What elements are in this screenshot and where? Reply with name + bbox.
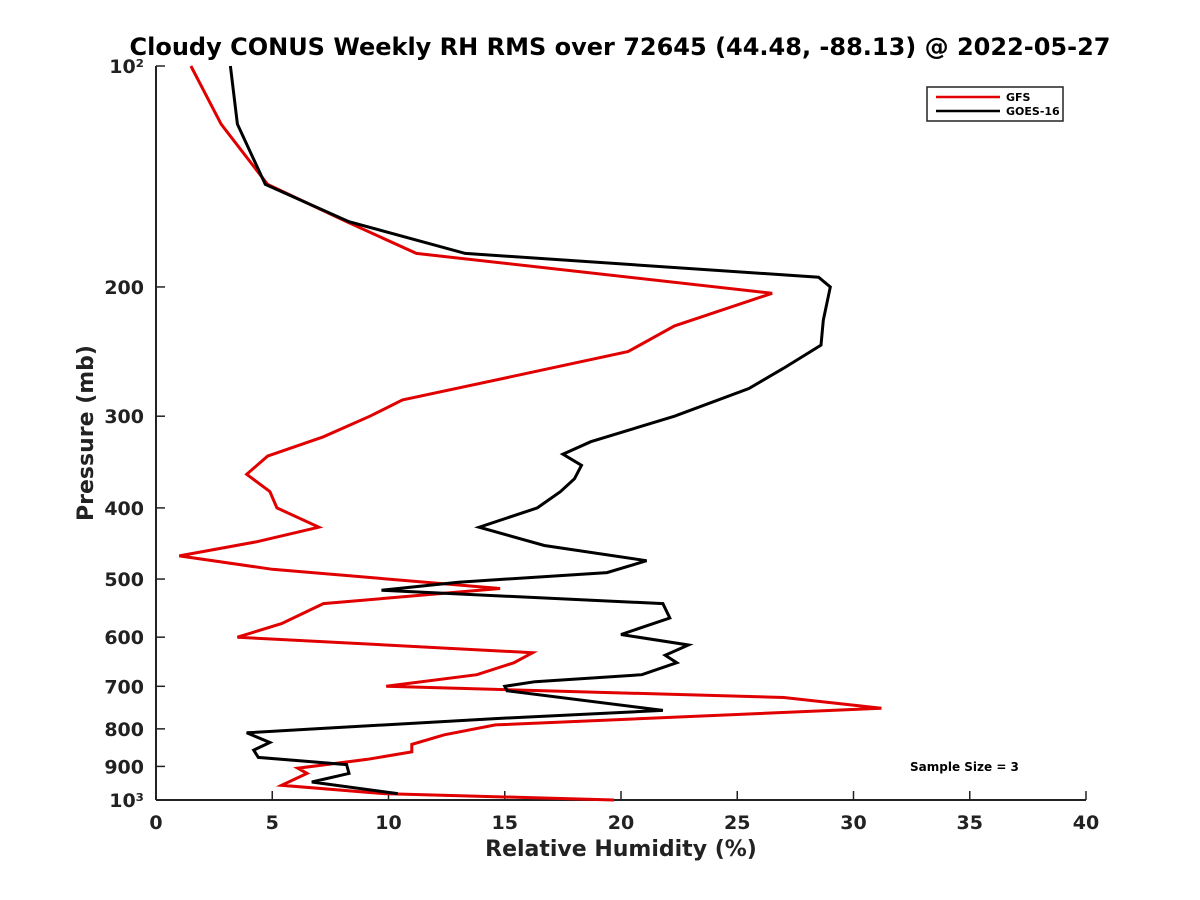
x-tick-label: 5 [266,812,279,834]
x-tick-label: 10 [375,812,401,834]
x-tick-label: 30 [840,812,866,834]
y-tick-label: 400 [104,498,144,520]
y-tick-label: 700 [104,676,144,698]
x-tick-label: 0 [149,812,162,834]
series-lines [179,65,882,802]
x-tick-label: 35 [957,812,983,834]
y-axis-label: Pressure (mb) [74,345,99,521]
series-line-gfs [179,65,882,802]
y-tick-label: 200 [104,277,144,299]
y-tick-label: 500 [104,569,144,591]
x-tick-label: 20 [608,812,634,834]
y-tick-label: 10³ [109,790,144,812]
y-tick-label: 10² [109,56,144,78]
sample-size-annotation: Sample Size = 3 [910,760,1019,774]
y-axis-ticks: 10² 200 300 400 500 600 700 800 900 10³ [104,56,165,812]
legend-box [926,86,1064,122]
x-axis-label: Relative Humidity (%) [485,837,757,862]
legend: GFS GOES-16 [926,86,1064,122]
y-tick-label: 300 [104,406,144,428]
chart-title: Cloudy CONUS Weekly RH RMS over 72645 (4… [130,33,1111,61]
y-tick-label: 800 [104,719,144,741]
y-tick-label: 900 [104,756,144,778]
legend-label-goes-16: GOES-16 [1006,105,1060,118]
series-line-goes-16 [228,65,832,796]
x-axis-ticks: 0 5 10 15 20 25 30 35 40 [149,791,1099,834]
x-tick-label: 25 [724,812,750,834]
x-tick-label: 40 [1073,812,1099,834]
legend-label-gfs: GFS [1006,91,1031,104]
y-tick-label: 600 [104,627,144,649]
x-tick-label: 15 [492,812,518,834]
